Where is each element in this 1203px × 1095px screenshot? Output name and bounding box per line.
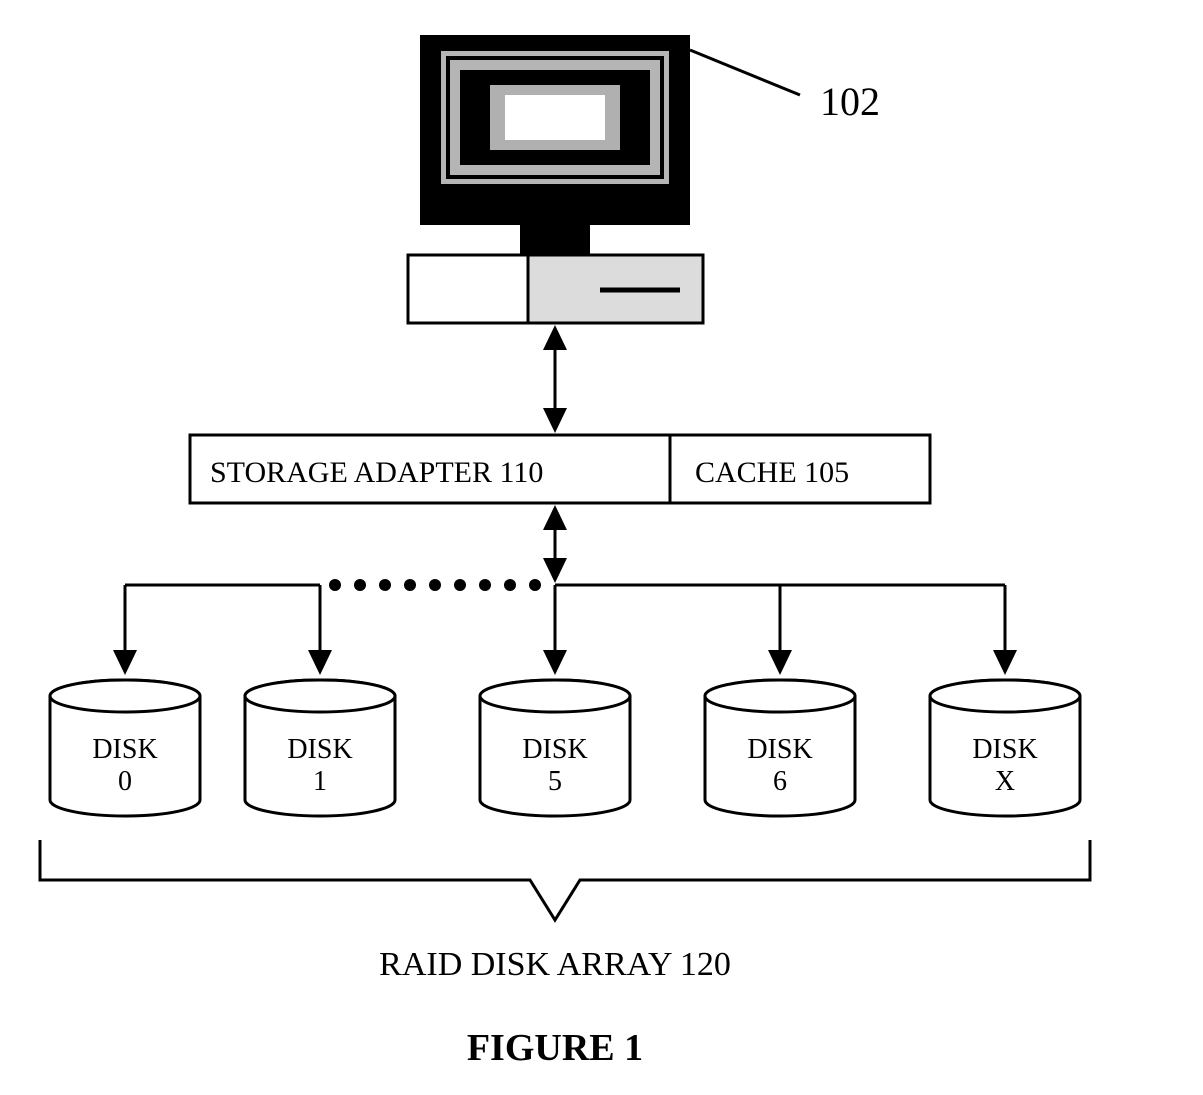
disk-6: DISK 6 — [705, 680, 855, 816]
bus-drop-arrows — [113, 585, 1017, 675]
adapter-block: STORAGE ADAPTER 110 CACHE 105 — [190, 435, 930, 503]
arrow-computer-adapter — [543, 325, 567, 433]
array-bracket — [40, 840, 1090, 920]
disk-array: DISK 0 DISK 1 DISK 5 DISK 6 — [50, 680, 1080, 816]
disk-label-l1: DISK — [522, 734, 587, 765]
cache-label: CACHE 105 — [695, 456, 849, 489]
diagram-root: 102 STORAGE ADAPTER 110 CACHE 105 — [0, 0, 1203, 1095]
disk-label-l1: DISK — [972, 734, 1037, 765]
computer-callout: 102 — [690, 50, 880, 124]
bus-line — [125, 579, 1005, 591]
disk-label-l2: 0 — [118, 766, 132, 797]
disk-label-l2: 6 — [773, 766, 787, 797]
disk-label-l2: 5 — [548, 766, 562, 797]
disk-5: DISK 5 — [480, 680, 630, 816]
disk-label-l1: DISK — [747, 734, 812, 765]
disk-0: DISK 0 — [50, 680, 200, 816]
disk-label-l2: X — [995, 766, 1015, 797]
arrow-adapter-bus — [543, 505, 567, 583]
disk-label-l2: 1 — [313, 766, 327, 797]
disk-1: DISK 1 — [245, 680, 395, 816]
disk-label-l1: DISK — [287, 734, 352, 765]
disk-label-l1: DISK — [92, 734, 157, 765]
computer-callout-label: 102 — [820, 79, 880, 124]
disk-x: DISK X — [930, 680, 1080, 816]
bus-dotted-segment — [329, 579, 541, 591]
storage-adapter-label: STORAGE ADAPTER 110 — [210, 456, 543, 489]
figure-caption: FIGURE 1 — [467, 1027, 643, 1069]
computer-icon — [408, 35, 703, 323]
array-label: RAID DISK ARRAY 120 — [379, 946, 731, 983]
